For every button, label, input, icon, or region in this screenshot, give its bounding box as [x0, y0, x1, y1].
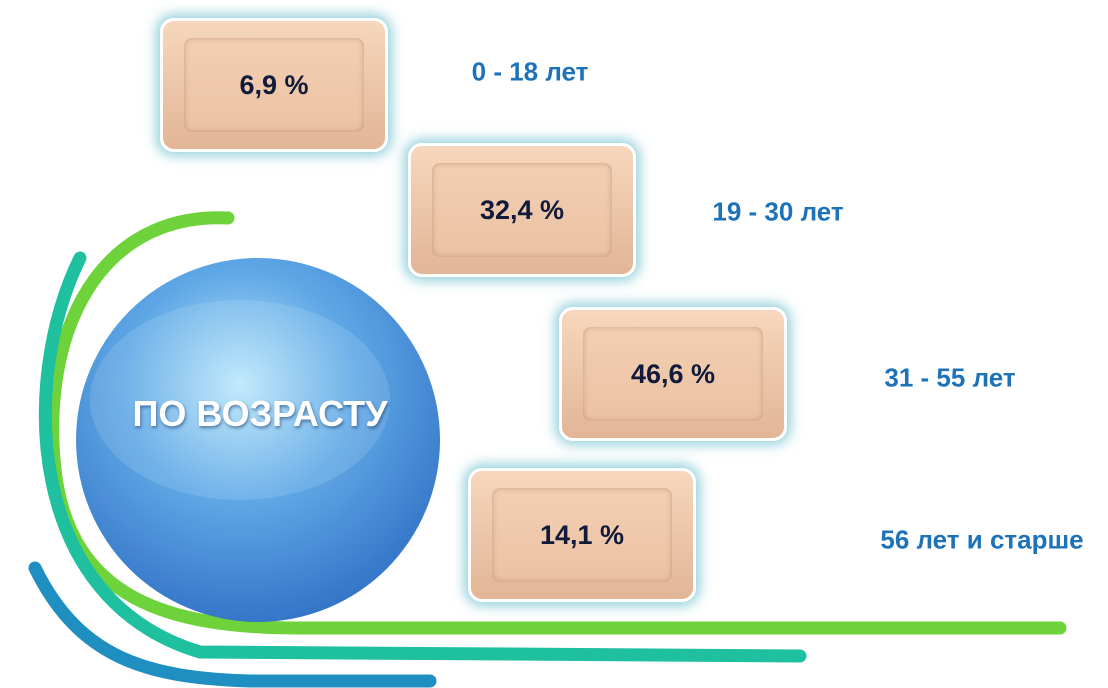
value-text: 6,9 % — [184, 38, 364, 132]
value-text: 46,6 % — [583, 327, 763, 421]
page: ПО ВОЗРАСТУ 6,9 % 0 - 18 лет 32,4 % 19 - 30… — [0, 0, 1108, 688]
age-label: 31 - 55 лет — [884, 363, 1015, 394]
circle-title: ПО ВОЗРАСТУ — [120, 392, 400, 436]
value-box: 14,1 % — [468, 468, 696, 602]
age-label: 0 - 18 лет — [472, 57, 589, 88]
value-box: 46,6 % — [559, 307, 787, 441]
value-box: 6,9 % — [160, 18, 388, 152]
value-text: 14,1 % — [492, 488, 672, 582]
age-label: 19 - 30 лет — [712, 197, 843, 228]
age-label: 56 лет и старше — [880, 525, 1083, 556]
value-box: 32,4 % — [408, 143, 636, 277]
value-text: 32,4 % — [432, 163, 612, 257]
